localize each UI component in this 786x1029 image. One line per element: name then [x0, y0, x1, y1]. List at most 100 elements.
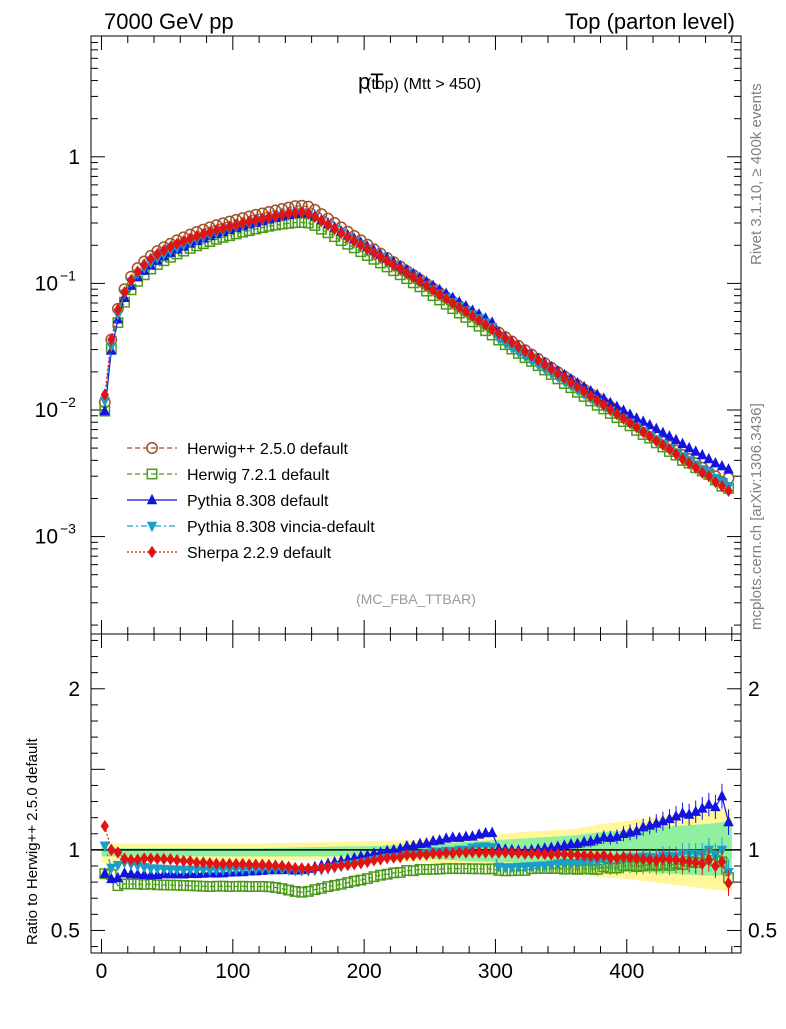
- ratio-point-sherpa: [704, 853, 714, 867]
- data-point-sherpa: [120, 286, 129, 299]
- data-point-sherpa: [481, 318, 490, 331]
- ratio-point-sherpa: [527, 847, 536, 860]
- ratio-point-sherpa: [277, 859, 287, 873]
- ratio-point-sherpa: [599, 849, 608, 862]
- ratio-point-sherpa: [645, 853, 654, 866]
- data-point-sherpa: [192, 230, 201, 243]
- data-point-sherpa: [133, 265, 142, 278]
- ratio-point-herwig7: [270, 882, 281, 893]
- ratio-point-sherpa: [586, 849, 595, 863]
- data-point-sherpa: [658, 438, 668, 452]
- ratio-y-tick-label-right: 1: [748, 839, 760, 862]
- ratio-point-pythia: [132, 868, 143, 879]
- ratio-point-herwig7: [138, 879, 150, 890]
- ratio-point-sherpa: [126, 853, 136, 867]
- data-point-pythia: [651, 422, 662, 434]
- ratio-point-sherpa: [290, 861, 300, 875]
- ratio-point-sherpa: [560, 848, 569, 861]
- ratio-point-sherpa: [461, 846, 471, 859]
- ratio-point-herwig7: [276, 883, 288, 895]
- data-point-sherpa: [343, 230, 352, 244]
- data-point-pythia: [703, 452, 715, 464]
- legend: Herwig++ 2.5.0 default Herwig 7.2.1 defau…: [127, 441, 375, 562]
- ratio-point-herwig7: [151, 879, 163, 891]
- ratio-point-sherpa: [146, 852, 155, 865]
- data-point-sherpa: [159, 244, 169, 257]
- mcplots-label: mcplots.cern.ch [arXiv:1306.3436]: [748, 403, 765, 630]
- ratio-point-vincia: [112, 861, 124, 872]
- data-point-sherpa: [231, 218, 241, 232]
- ratio-point-sherpa: [422, 848, 431, 861]
- ratio-point-sherpa: [540, 847, 549, 861]
- ratio-point-pythia: [690, 805, 701, 816]
- ratio-point-sherpa: [448, 847, 457, 860]
- data-point-sherpa: [428, 283, 438, 297]
- data-point-sherpa: [684, 456, 694, 470]
- data-point-sherpa: [363, 242, 372, 256]
- data-point-sherpa: [179, 235, 188, 248]
- ratio-point-herwig7: [256, 880, 268, 892]
- data-point-sherpa: [402, 266, 412, 280]
- ratio-point-pythia: [447, 831, 458, 842]
- ratio-point-herwig7: [368, 871, 380, 883]
- ratio-point-sherpa: [553, 847, 563, 861]
- data-point-pythia: [664, 430, 675, 441]
- ratio-point-sherpa: [533, 847, 543, 860]
- ratio-point-sherpa: [100, 819, 109, 833]
- main-y-axis: 110−110−210−3: [35, 35, 741, 626]
- data-point-sherpa: [350, 234, 359, 248]
- legend-item-sherpa: Sherpa 2.2.9 default: [127, 545, 332, 562]
- ratio-point-sherpa: [474, 846, 484, 859]
- data-point-sherpa: [212, 224, 221, 237]
- ratio-point-sherpa: [520, 847, 530, 860]
- data-point-sherpa: [166, 240, 175, 254]
- data-point-vincia: [506, 343, 518, 354]
- data-point-pythia: [670, 433, 682, 445]
- ratio-point-herwig7: [296, 886, 308, 898]
- ratio-point-sherpa: [566, 848, 576, 861]
- ratio-point-sherpa: [724, 877, 733, 890]
- ratio-point-sherpa: [389, 851, 398, 864]
- data-point-sherpa: [185, 232, 195, 245]
- ratio-point-sherpa: [271, 859, 280, 872]
- data-point-sherpa: [389, 258, 398, 272]
- ratio-point-sherpa: [245, 858, 254, 871]
- ratio-point-herwig7: [283, 884, 295, 896]
- ratio-point-sherpa: [304, 862, 313, 875]
- ratio-point-sherpa: [258, 858, 267, 871]
- ratio-point-herwig7: [407, 865, 419, 877]
- ratio-point-herwig7: [335, 878, 347, 890]
- data-point-sherpa: [304, 207, 313, 220]
- ratio-point-herwig7: [440, 863, 452, 875]
- ratio-point-sherpa: [442, 846, 451, 860]
- main-plot-series: [98, 199, 735, 497]
- ratio-point-herwig7: [447, 863, 459, 875]
- ratio-point-sherpa: [199, 856, 208, 869]
- ratio-point-vincia: [224, 865, 235, 876]
- legend-marker-sherpa: [147, 545, 157, 559]
- ratio-point-pythia: [631, 824, 642, 836]
- series-sherpa: [100, 206, 733, 497]
- ratio-point-sherpa: [658, 852, 668, 865]
- plot-title-sub: (top) (Mtt > 450): [366, 76, 481, 93]
- data-point-sherpa: [422, 279, 431, 292]
- ratio-point-vincia: [513, 862, 524, 874]
- ratio-point-herwig7: [132, 878, 144, 890]
- data-point-sherpa: [199, 227, 208, 241]
- data-point-sherpa: [724, 484, 733, 497]
- data-point-sherpa: [330, 222, 339, 236]
- data-point-sherpa: [612, 407, 622, 421]
- data-point-sherpa: [251, 213, 260, 227]
- data-point-sherpa: [146, 252, 155, 266]
- data-point-pythia: [690, 445, 701, 456]
- ratio-point-sherpa: [487, 846, 497, 859]
- ratio-point-sherpa: [212, 857, 221, 871]
- legend-marker-herwig7: [146, 468, 158, 480]
- ratio-y-tick-label-right: 0.5: [748, 919, 777, 942]
- ratio-point-pythia: [697, 802, 708, 813]
- ratio-point-sherpa: [343, 858, 352, 872]
- ratio-point-pythia: [486, 826, 498, 837]
- y-tick-label: 10: [35, 272, 58, 295]
- ratio-point-vincia: [546, 860, 557, 872]
- ratio-point-herwig7: [204, 881, 216, 892]
